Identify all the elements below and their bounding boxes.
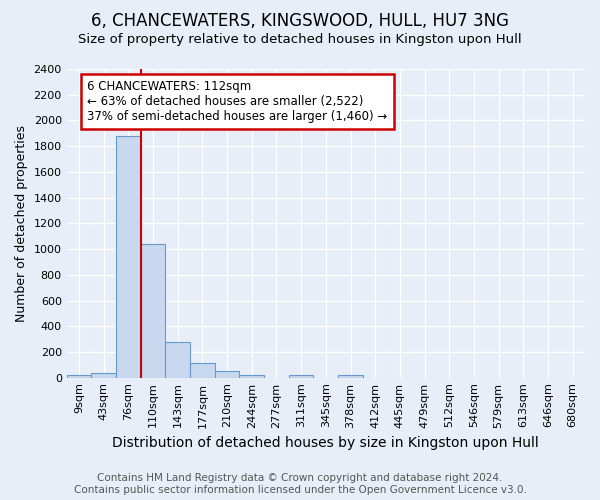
Bar xyxy=(141,244,166,378)
Bar xyxy=(91,372,116,378)
Bar xyxy=(166,342,190,378)
Bar xyxy=(190,363,215,378)
Text: 6 CHANCEWATERS: 112sqm
← 63% of detached houses are smaller (2,522)
37% of semi-: 6 CHANCEWATERS: 112sqm ← 63% of detached… xyxy=(88,80,388,123)
Bar xyxy=(67,375,91,378)
Bar xyxy=(215,371,239,378)
Text: 6, CHANCEWATERS, KINGSWOOD, HULL, HU7 3NG: 6, CHANCEWATERS, KINGSWOOD, HULL, HU7 3N… xyxy=(91,12,509,30)
Bar xyxy=(289,375,313,378)
Text: Contains HM Land Registry data © Crown copyright and database right 2024.
Contai: Contains HM Land Registry data © Crown c… xyxy=(74,474,526,495)
Bar xyxy=(116,136,141,378)
Bar xyxy=(239,375,264,378)
X-axis label: Distribution of detached houses by size in Kingston upon Hull: Distribution of detached houses by size … xyxy=(112,436,539,450)
Text: Size of property relative to detached houses in Kingston upon Hull: Size of property relative to detached ho… xyxy=(78,32,522,46)
Y-axis label: Number of detached properties: Number of detached properties xyxy=(15,125,28,322)
Bar xyxy=(338,375,363,378)
